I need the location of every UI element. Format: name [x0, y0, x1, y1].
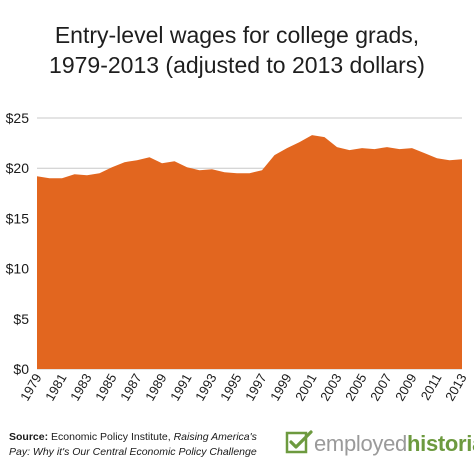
x-tick-label: 2013	[442, 371, 469, 404]
x-tick-label: 1993	[192, 371, 219, 404]
y-tick-label: $5	[13, 311, 29, 327]
y-tick-label: $25	[6, 110, 30, 126]
x-tick-label: 1991	[167, 371, 194, 404]
chart-title-line-1: Entry-level wages for college grads,	[54, 22, 420, 48]
x-tick-label: 2005	[342, 371, 369, 404]
logo-wordmark: employedhistorian	[314, 428, 474, 460]
x-tick-label: 2001	[292, 371, 319, 404]
y-axis-tick-labels: $0 $5 $10 $15 $20 $25	[6, 110, 30, 377]
x-tick-label: 2007	[367, 371, 394, 404]
logo-text-historian: historian	[407, 431, 474, 456]
y-tick-label: $20	[6, 160, 30, 176]
x-tick-label: 1987	[117, 371, 144, 404]
chart-title-line-2: 1979-2013 (adjusted to 2013 dollars)	[49, 52, 425, 78]
x-tick-label: 1981	[42, 371, 69, 404]
source-note: Source: Economic Policy Institute, Raisi…	[9, 430, 271, 460]
y-tick-label: $0	[13, 361, 29, 377]
x-tick-label: 1999	[267, 371, 294, 404]
source-label: Source:	[9, 431, 49, 443]
x-tick-label: 1985	[92, 371, 119, 404]
logo-text-employed: employed	[314, 431, 407, 456]
x-tick-label: 2003	[317, 371, 344, 404]
x-tick-label: 1997	[242, 371, 269, 404]
x-tick-label: 1995	[217, 371, 244, 404]
x-tick-label: 1983	[67, 371, 94, 404]
checkmark-square-icon	[285, 430, 313, 454]
y-tick-label: $10	[6, 261, 30, 277]
x-axis-tick-labels: 1979198119831985198719891991199319951997…	[17, 371, 469, 404]
employed-historian-logo: employedhistorian	[284, 428, 474, 460]
chart-title: Entry-level wages for college grads, 197…	[0, 20, 474, 80]
source-text: Economic Policy Institute,	[51, 431, 171, 443]
x-tick-label: 2009	[392, 371, 419, 404]
plot-area	[36, 135, 463, 369]
x-tick-label: 1989	[142, 371, 169, 404]
wage-area-series	[37, 135, 462, 369]
source-title: Raising America's Pay: Why it's Our Cent…	[9, 431, 257, 458]
y-tick-label: $15	[6, 210, 30, 226]
x-tick-label: 2011	[418, 371, 445, 403]
